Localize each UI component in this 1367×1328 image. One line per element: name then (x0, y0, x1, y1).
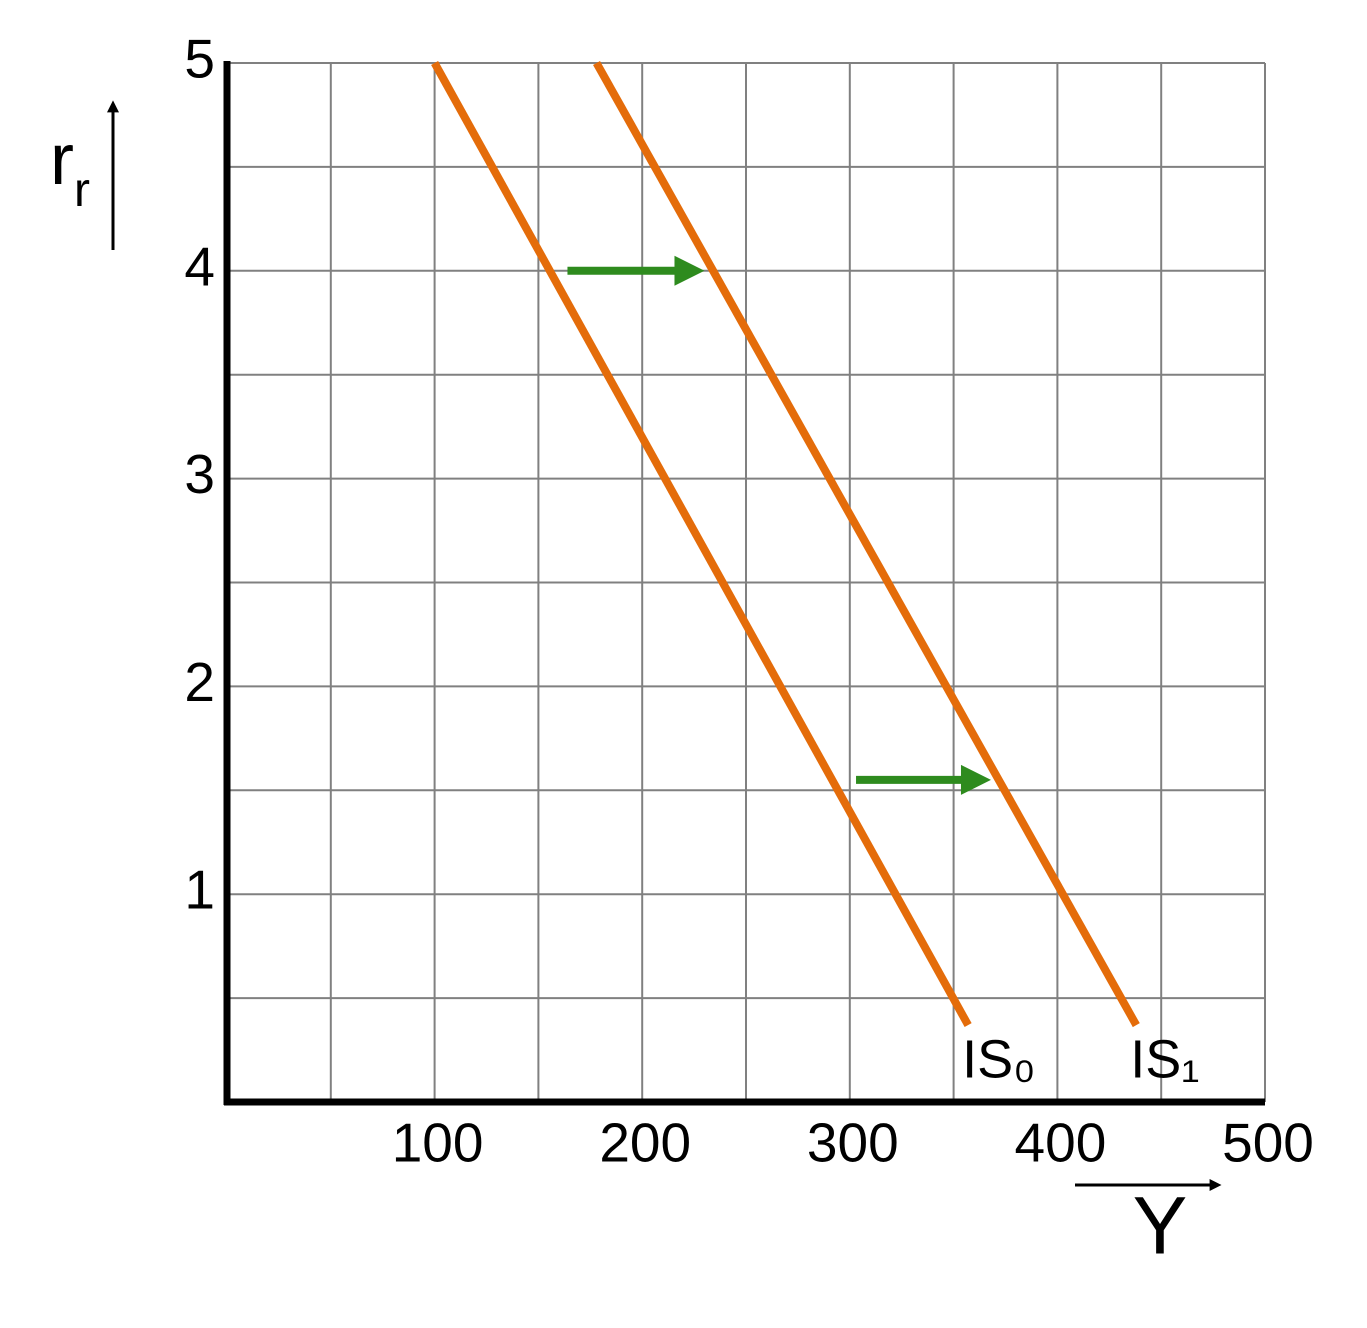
shift-arrow (856, 764, 991, 795)
series-label: IS₀ (962, 1029, 1035, 1089)
series-line (593, 61, 1140, 1028)
y-tick-label: 2 (184, 651, 215, 713)
x-axis-label: Y (1133, 1181, 1188, 1272)
x-tick-label: 300 (807, 1112, 899, 1174)
series-line (431, 61, 972, 1028)
y-tick-label: 1 (184, 859, 215, 921)
x-tick-label: 500 (1222, 1112, 1314, 1174)
y-tick-label: 4 (184, 235, 215, 297)
y-tick-label: 5 (184, 28, 215, 90)
shift-arrow (567, 255, 705, 286)
y-tick-label: 3 (184, 443, 215, 505)
y-axis-label: rr (50, 120, 90, 217)
x-tick-label: 100 (392, 1112, 484, 1174)
x-tick-label: 400 (1015, 1112, 1107, 1174)
series-label: IS₁ (1130, 1029, 1199, 1089)
x-tick-label: 200 (599, 1112, 691, 1174)
